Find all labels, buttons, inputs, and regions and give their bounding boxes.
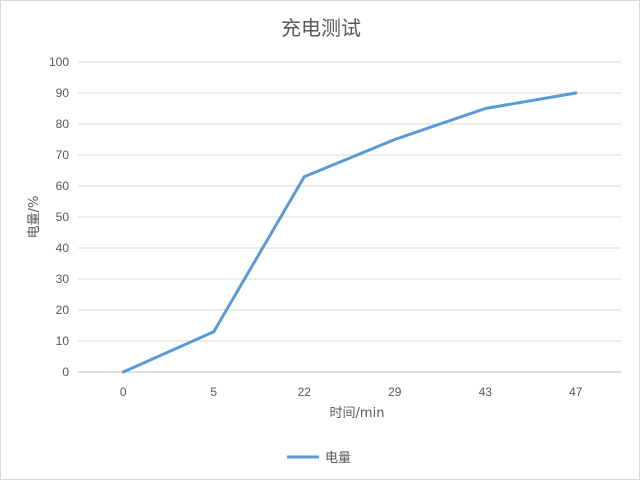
y-tick-label: 10	[56, 334, 70, 348]
legend-label: 电量	[325, 451, 351, 466]
y-tick-label: 60	[56, 179, 70, 193]
chart-title: 充电测试	[281, 16, 361, 40]
x-tick-label: 29	[388, 385, 402, 399]
y-tick-label: 100	[49, 55, 69, 69]
y-tick-label: 30	[56, 272, 70, 286]
y-tick-label: 90	[56, 86, 70, 100]
x-tick-label: 47	[569, 385, 583, 399]
data-point	[302, 175, 306, 179]
x-tick-label: 5	[210, 385, 217, 399]
data-point	[121, 370, 125, 374]
y-tick-label: 70	[56, 148, 70, 162]
data-point	[393, 138, 397, 141]
legend: 电量	[287, 451, 351, 466]
series-line	[122, 91, 577, 374]
x-axis-label: 时间/min	[330, 406, 385, 421]
y-tick-label: 50	[56, 210, 70, 224]
y-tick-label: 80	[56, 117, 70, 131]
data-point	[483, 107, 487, 110]
y-tick-label: 0	[62, 365, 69, 379]
x-tick-label: 0	[120, 385, 127, 399]
data-point	[212, 330, 216, 334]
x-tick-label: 22	[298, 385, 312, 399]
x-tick-label: 43	[479, 385, 493, 399]
y-axis-label: 电量/%	[27, 196, 42, 239]
y-tick-label: 40	[56, 241, 70, 255]
data-point	[574, 91, 578, 95]
y-tick-label: 20	[56, 303, 70, 317]
